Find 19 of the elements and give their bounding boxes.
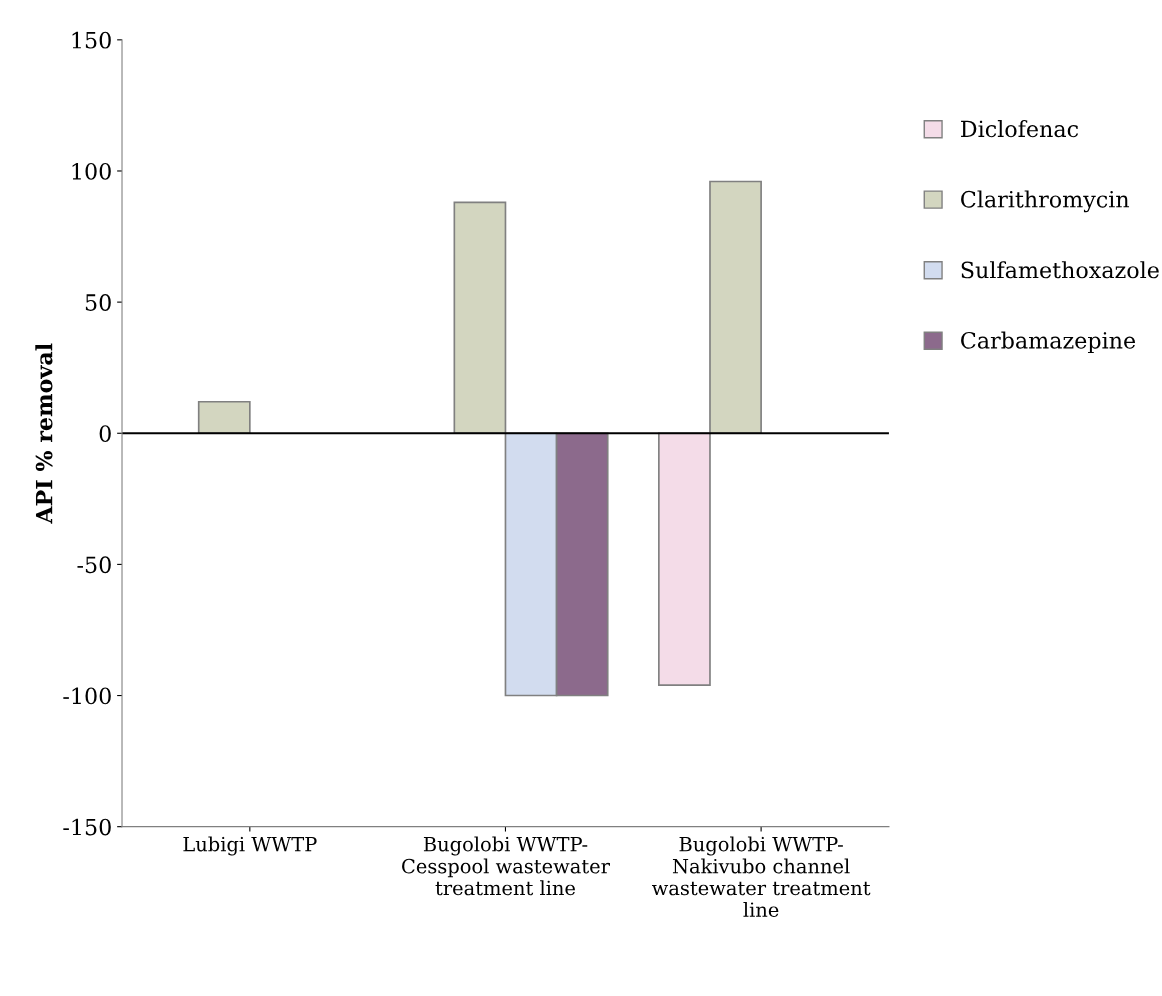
legend-label: Sulfamethoxazole [961,261,1159,279]
x-tick-label: Bugolobi WWTP- Cesspool wastewater treatment line [402,836,610,896]
y-tick-label: 150 [72,31,111,49]
legend-label: Clarithromycin [961,190,1130,213]
bar [197,400,251,435]
x-tick-label: Lubigi WWTP [183,836,317,856]
y-tick-label: -50 [77,556,111,574]
y-tick-label: 100 [72,162,111,180]
y-tick-label: 50 [85,294,111,311]
y-tick-label: 0 [99,425,111,443]
legend-label: Carbamazepine [961,331,1136,354]
bar [453,201,507,435]
bar [709,180,762,435]
y-axis-title: API % removal [35,343,53,524]
y-tick-label: -100 [63,687,111,705]
bar [658,432,711,686]
x-tick-label: Bugolobi WWTP- Nakivubo channel wastewater treatment line [651,836,871,918]
legend-label: Diclofenac [961,120,1079,138]
y-tick-label: -150 [63,818,111,836]
